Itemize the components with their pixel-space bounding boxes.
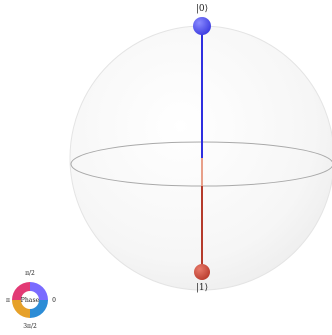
phase-label-left: π <box>6 297 10 304</box>
phase-label-top: π/2 <box>25 270 35 277</box>
phase-wheel-segment <box>12 282 30 300</box>
south-pole-label: |1⟩ <box>196 283 208 293</box>
phase-wheel-segment <box>30 282 48 300</box>
north-pole-marker[interactable] <box>193 17 211 35</box>
phase-wheel-segment <box>30 300 48 318</box>
north-pole-label: |0⟩ <box>196 4 208 14</box>
phase-label-bottom: 3π/2 <box>23 323 37 330</box>
phase-wheel-center-label: Phase <box>21 297 40 304</box>
phase-label-right: 0 <box>52 297 56 304</box>
phase-wheel-segment <box>12 300 30 318</box>
phase-wheel: Phase π/2 π 0 3π/2 <box>6 270 56 330</box>
south-pole-marker[interactable] <box>194 264 210 280</box>
phase-wheel-hole <box>21 291 39 309</box>
